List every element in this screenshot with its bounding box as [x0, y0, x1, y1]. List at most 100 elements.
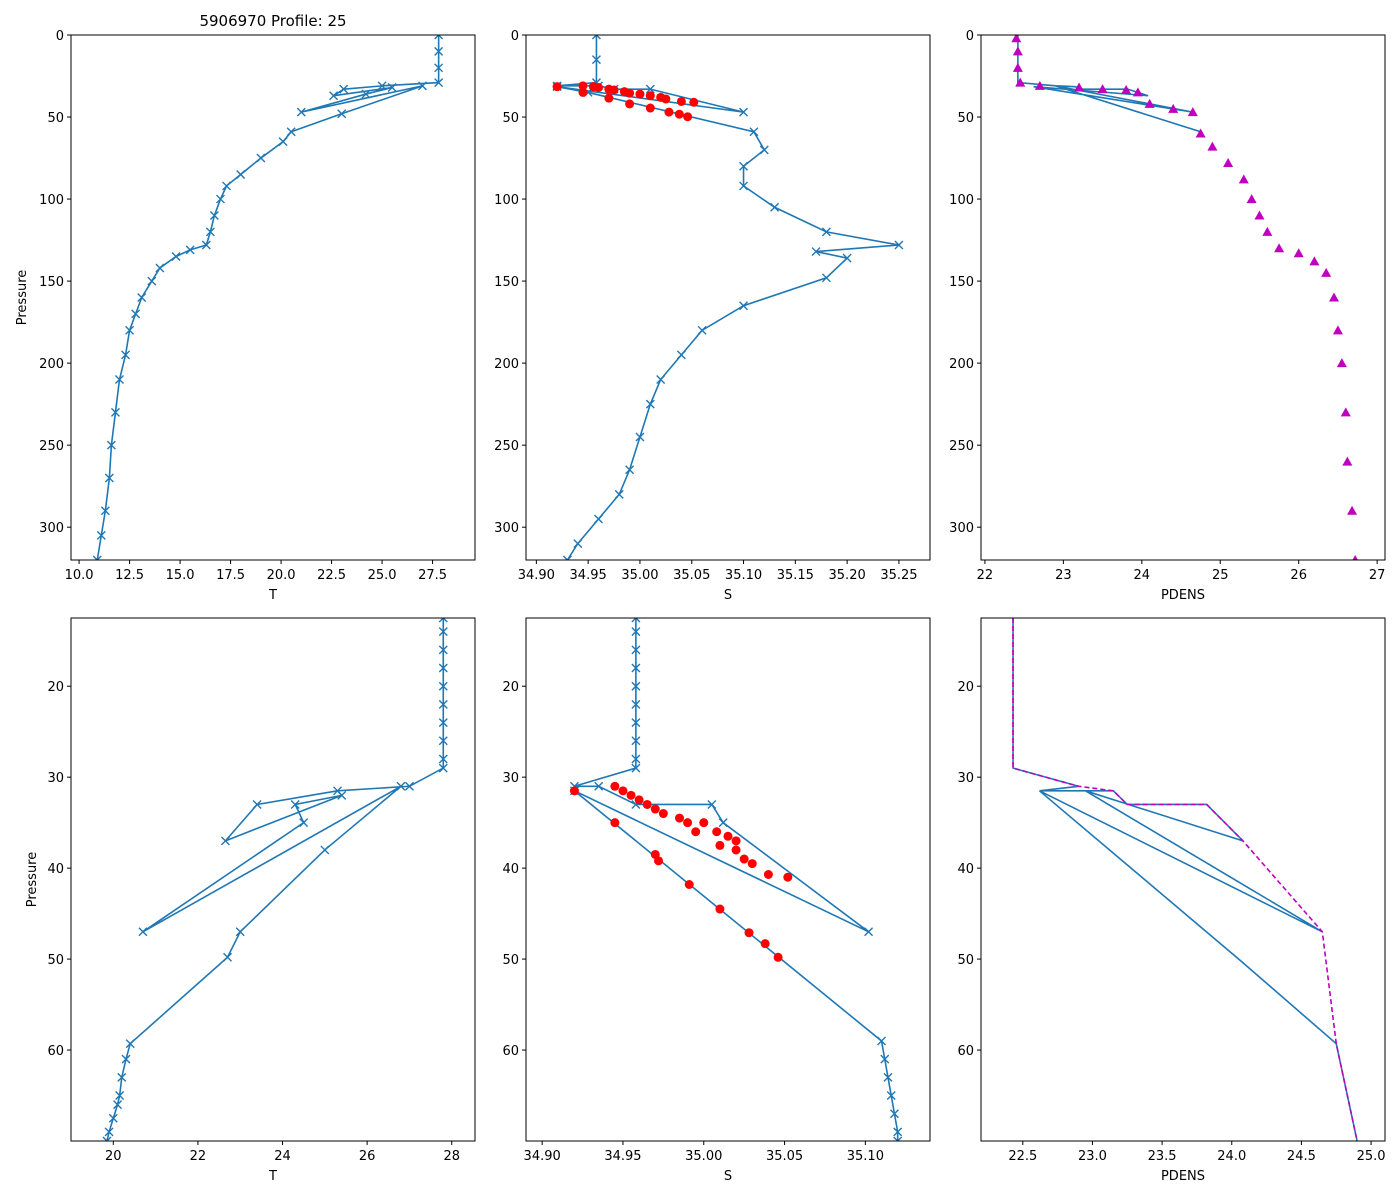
x-axis-label: S [724, 1169, 732, 1184]
x-marker [614, 489, 624, 499]
y-tick-label: 30 [502, 771, 519, 786]
x-marker [739, 161, 749, 171]
x-marker [631, 681, 641, 691]
x-marker [631, 618, 641, 623]
figure-title: 5906970 Profile: 25 [199, 12, 346, 30]
x-tick-label: 35.20 [829, 568, 866, 583]
triangle-marker [1132, 87, 1143, 97]
x-marker [205, 227, 215, 237]
red-dot-marker [625, 99, 635, 109]
x-marker [438, 736, 448, 746]
x-marker [235, 927, 245, 937]
x-tick-label: 22 [190, 1149, 207, 1164]
panel-s-zoom: 34.90 34.95 35.00 35.05 35.10 20 30 40 50 60 S [502, 617, 931, 1184]
red-dot-marker [552, 82, 562, 92]
x-marker [138, 927, 148, 937]
y-tick-label: 200 [949, 357, 974, 372]
red-dot-marker [661, 94, 671, 104]
red-dot-marker [760, 939, 770, 949]
x-tick-label: 35.05 [766, 1149, 803, 1164]
x-marker [147, 276, 157, 286]
y-tick-label: 150 [39, 275, 64, 290]
x-marker [645, 84, 655, 94]
x-tick-label: 26 [359, 1149, 376, 1164]
x-tick-label: 35.25 [880, 568, 917, 583]
triangle-marker [1034, 80, 1045, 90]
series-dashed-pdens_dashed [1012, 618, 1358, 1141]
x-marker [594, 514, 604, 524]
red-dot-marker [689, 97, 699, 107]
y-axis-label: Pressure [15, 270, 30, 326]
y-tick-label: 50 [47, 111, 64, 126]
panel-pdens-full: 22 23 24 25 26 27 0 50 100 150 200 250 300 PDENS [949, 29, 1386, 603]
y-tick-label: 50 [502, 111, 519, 126]
x-tick-label: 24.5 [1287, 1149, 1316, 1164]
triangle-marker [1074, 82, 1085, 92]
x-marker [438, 754, 448, 764]
triangle-marker [1342, 456, 1353, 466]
y-tick-label: 40 [957, 862, 974, 877]
red-dot-marker [712, 827, 722, 837]
y-tick-label: 30 [957, 771, 974, 786]
x-marker [811, 247, 821, 257]
x-tick-label: 35.10 [847, 1149, 884, 1164]
x-marker [434, 78, 444, 88]
x-axis-label: T [268, 588, 277, 603]
red-dot-marker [626, 790, 636, 800]
y-tick-label: 60 [502, 1044, 519, 1059]
triangle-marker [1274, 243, 1285, 253]
axes-frame [980, 617, 1386, 1142]
y-tick-label: 40 [47, 862, 64, 877]
x-marker [92, 555, 102, 560]
y-tick-label: 30 [47, 771, 64, 786]
x-marker [417, 81, 427, 91]
x-marker [104, 473, 114, 483]
x-marker [114, 375, 124, 385]
x-marker [739, 181, 749, 191]
x-tick-label: 20 [105, 1149, 122, 1164]
x-tick-label: 28 [443, 1149, 460, 1164]
x-marker [121, 1054, 131, 1064]
red-dot-marker [744, 928, 754, 938]
red-dot-marker [675, 813, 685, 823]
red-dot-marker [739, 854, 749, 864]
x-tick-label: 12.5 [115, 568, 144, 583]
red-dot-marker [699, 818, 709, 828]
red-dot-marker [676, 96, 686, 106]
x-tick-label: 24 [274, 1149, 291, 1164]
y-tick-label: 40 [502, 862, 519, 877]
red-dot-marker [684, 880, 694, 890]
x-tick-label: 24.0 [1217, 1149, 1246, 1164]
x-marker [299, 818, 309, 828]
x-marker [96, 530, 106, 540]
x-marker [821, 273, 831, 283]
x-tick-label: 35.00 [621, 568, 658, 583]
triangle-marker [1121, 84, 1132, 94]
x-marker [377, 81, 387, 91]
x-tick-label: 34.95 [604, 1149, 641, 1164]
red-dot-marker [731, 845, 741, 855]
x-tick-label: 23 [1055, 568, 1072, 583]
triangle-marker [1309, 256, 1320, 266]
red-dot-marker [658, 809, 668, 819]
x-marker [104, 1127, 114, 1137]
x-marker [438, 645, 448, 655]
x-marker [631, 627, 641, 637]
x-marker [108, 1113, 118, 1123]
red-dot-marker [783, 872, 793, 882]
x-marker [286, 127, 296, 137]
x-marker [438, 681, 448, 691]
x-marker [893, 1136, 903, 1141]
red-dot-marker [715, 904, 725, 914]
red-dot-marker [723, 831, 733, 841]
x-marker [438, 699, 448, 709]
x-marker [438, 618, 448, 623]
x-tick-label: 34.90 [524, 1149, 561, 1164]
x-marker [125, 325, 135, 335]
red-dot-marker [634, 795, 644, 805]
x-marker [821, 227, 831, 237]
plot-area [569, 618, 903, 1141]
red-dot-marker [747, 859, 757, 869]
x-tick-label: 25.0 [368, 568, 397, 583]
x-marker [656, 375, 666, 385]
